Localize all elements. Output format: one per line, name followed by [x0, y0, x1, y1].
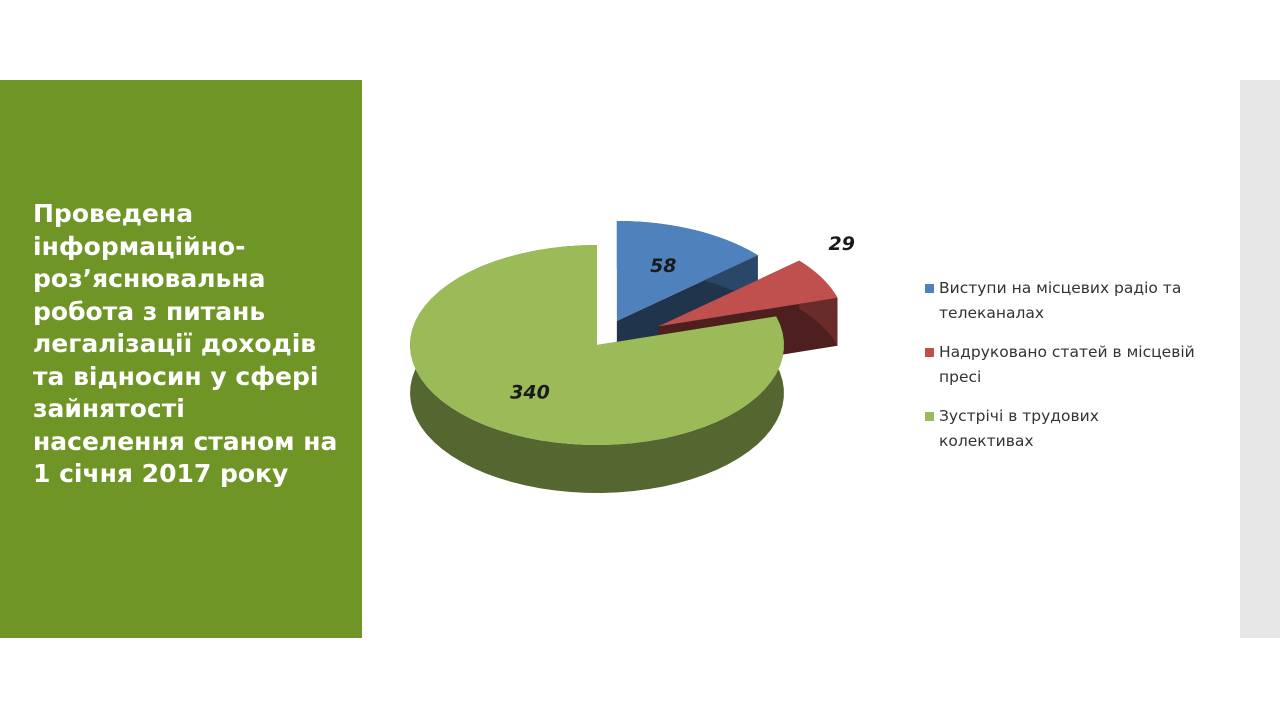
legend-label: Надруковано статей в місцевій пресі — [939, 343, 1195, 386]
data-label: 58 — [650, 255, 676, 277]
slice — [658, 260, 838, 327]
legend-label: Зустрічі в трудових колективах — [939, 407, 1099, 450]
slice — [410, 245, 784, 445]
legend-swatch — [925, 348, 934, 357]
legend-label: Виступи на місцевих радіо та телеканалах — [939, 279, 1182, 322]
legend-item: Виступи на місцевих радіо та телеканалах — [925, 276, 1195, 326]
legend-item: Зустрічі в трудових колективах — [925, 404, 1195, 454]
slide-title: Проведена інформаційно-роз’яснювальна ро… — [33, 199, 338, 488]
title-panel — [0, 80, 362, 638]
legend: Виступи на місцевих радіо та телеканалах… — [925, 276, 1195, 468]
legend-swatch — [925, 284, 934, 293]
data-label: 29 — [828, 233, 854, 255]
slice — [616, 220, 758, 321]
legend-swatch — [925, 412, 934, 421]
data-label: 340 — [510, 382, 550, 404]
side-bar — [1240, 80, 1280, 638]
legend-item: Надруковано статей в місцевій пресі — [925, 340, 1195, 390]
